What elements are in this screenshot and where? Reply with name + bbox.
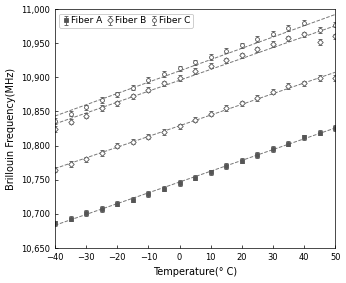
X-axis label: Temperature(° C): Temperature(° C) [153, 267, 237, 277]
Legend: Fiber A, Fiber B, Fiber C: Fiber A, Fiber B, Fiber C [60, 14, 193, 28]
Y-axis label: Brillouin Frequency(MHz): Brillouin Frequency(MHz) [6, 67, 16, 190]
